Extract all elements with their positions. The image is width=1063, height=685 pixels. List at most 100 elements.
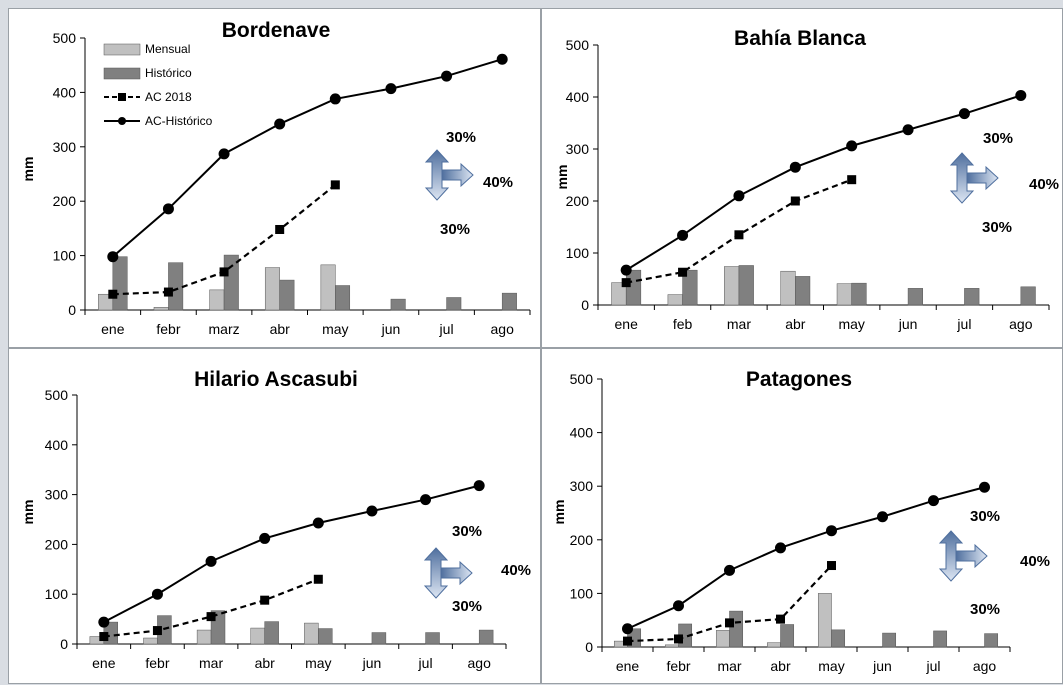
bar-historico xyxy=(425,632,440,645)
point-ac-historico xyxy=(733,190,745,202)
y-axis-label: mm xyxy=(551,500,567,525)
y-tick-label: 400 xyxy=(566,89,590,105)
chart-panel-hilario-ascasubi: Hilario Ascasubi mm 0 100 200 300 400 500 ene feb… xyxy=(8,348,541,684)
x-tick-label: jun xyxy=(381,321,401,337)
y-tick-label: 500 xyxy=(566,37,590,53)
bar-mensual xyxy=(724,266,740,306)
bar-historico xyxy=(933,630,948,648)
bar-mensual xyxy=(196,629,212,645)
bar-historico xyxy=(907,288,923,306)
point-ac-2018 xyxy=(790,196,800,206)
y-tick-label: 500 xyxy=(53,30,77,46)
point-ac-historico xyxy=(312,517,324,529)
y-tick-label: 200 xyxy=(53,193,77,209)
point-ac-historico xyxy=(622,623,633,635)
series-line-ac-historico xyxy=(627,486,985,630)
bar-historico xyxy=(795,276,811,306)
annotation-up-percent: 30% xyxy=(983,130,1013,147)
chart-svg: Bordenave mm 0 100 200 300 400 500 ene febr marz ab… xyxy=(20,19,531,337)
bar-historico xyxy=(1020,286,1036,306)
y-tick-label: 400 xyxy=(45,437,69,453)
x-tick-label: ene xyxy=(92,655,116,671)
bar-mensual xyxy=(766,642,781,648)
chart-panel-patagones: Patagones mm 0 100 200 300 400 500 ene febr mar abr… xyxy=(541,348,1063,684)
x-tick-label: abr xyxy=(770,658,791,674)
bar-historico xyxy=(318,628,333,645)
bar-mensual xyxy=(667,294,683,306)
point-ac-2018 xyxy=(330,180,340,190)
x-tick-label: ago xyxy=(1009,316,1033,332)
annotation-right-percent: 40% xyxy=(1020,553,1050,570)
bar-mensual xyxy=(143,637,158,645)
chart-panel-bahia-blanca: Bahía Blanca mm 0 100 200 300 400 500 ene feb mar a… xyxy=(541,8,1063,348)
bar-historico xyxy=(729,610,744,648)
chart-svg: Patagones mm 0 100 200 300 400 500 ene febr mar abr… xyxy=(551,368,1050,674)
bar-historico xyxy=(478,629,494,645)
point-ac-2018 xyxy=(847,175,857,185)
chart-svg: Hilario Ascasubi mm 0 100 200 300 400 500 ene feb… xyxy=(20,368,531,671)
point-ac-historico xyxy=(1015,89,1027,101)
bar-historico xyxy=(390,298,406,311)
y-tick-label: 200 xyxy=(45,536,69,552)
bar-historico xyxy=(831,629,846,648)
y-tick-label: 300 xyxy=(570,478,594,494)
point-ac-historico xyxy=(441,70,453,82)
point-ac-historico xyxy=(259,532,271,544)
point-ac-historico xyxy=(473,480,485,492)
point-ac-historico xyxy=(775,542,786,554)
point-ac-historico xyxy=(846,140,858,152)
x-tick-label: mar xyxy=(717,658,741,674)
point-ac-historico xyxy=(958,108,970,120)
x-tick-label: febr xyxy=(666,658,690,674)
x-tick-label: mar xyxy=(199,655,223,671)
y-tick-label: 300 xyxy=(53,139,77,155)
y-tick-label: 300 xyxy=(45,487,69,503)
bar-historico xyxy=(738,265,754,306)
chart-panel-bordenave: Bordenave mm 0 100 200 300 400 500 ene febr marz ab… xyxy=(8,8,541,348)
bar-mensual xyxy=(664,644,679,648)
point-ac-2018 xyxy=(108,289,118,299)
trend-arrow-icon xyxy=(949,152,999,204)
point-ac-historico xyxy=(677,229,689,241)
annotation-down-percent: 30% xyxy=(982,219,1012,236)
point-ac-2018 xyxy=(206,612,216,622)
bar-mensual xyxy=(209,289,225,311)
x-tick-label: ago xyxy=(468,655,492,671)
x-tick-label: may xyxy=(838,316,864,332)
point-ac-historico xyxy=(928,495,939,507)
bar-historico xyxy=(335,285,351,311)
point-ac-2018 xyxy=(275,224,285,234)
x-tick-label: jul xyxy=(925,658,940,674)
point-ac-historico xyxy=(826,525,837,537)
point-ac-2018 xyxy=(623,636,632,646)
x-tick-label: jul xyxy=(439,321,454,337)
bar-historico xyxy=(882,632,897,648)
x-tick-label: jun xyxy=(872,658,892,674)
x-tick-label: ene xyxy=(101,321,125,337)
y-tick-label: 0 xyxy=(585,639,593,655)
x-tick-label: may xyxy=(322,321,348,337)
trend-arrow-icon xyxy=(938,530,988,582)
point-ac-historico xyxy=(107,251,119,263)
legend-marker xyxy=(118,93,126,101)
series-line-ac-historico xyxy=(112,58,503,258)
point-ac-historico xyxy=(151,588,163,600)
legend-label: AC-Histórico xyxy=(145,114,213,128)
chart-title: Hilario Ascasubi xyxy=(194,368,358,391)
series-line-ac-historico xyxy=(103,484,480,623)
point-ac-2018 xyxy=(734,230,744,240)
legend-swatch xyxy=(103,43,141,56)
series-line-ac-historico xyxy=(625,94,1022,272)
x-tick-label: feb xyxy=(673,316,693,332)
point-ac-2018 xyxy=(219,267,229,277)
annotation-right-percent: 40% xyxy=(483,174,513,191)
chart-title: Bordenave xyxy=(222,19,331,42)
point-ac-2018 xyxy=(674,634,683,644)
annotation-right-percent: 40% xyxy=(1029,176,1059,193)
y-tick-label: 400 xyxy=(53,84,77,100)
y-tick-label: 200 xyxy=(570,532,594,548)
legend-label: Mensual xyxy=(145,42,190,56)
point-ac-2018 xyxy=(313,574,323,584)
bar-historico xyxy=(964,288,980,306)
chart-svg: Bahía Blanca mm 0 100 200 300 400 500 ene feb mar a… xyxy=(554,27,1059,332)
